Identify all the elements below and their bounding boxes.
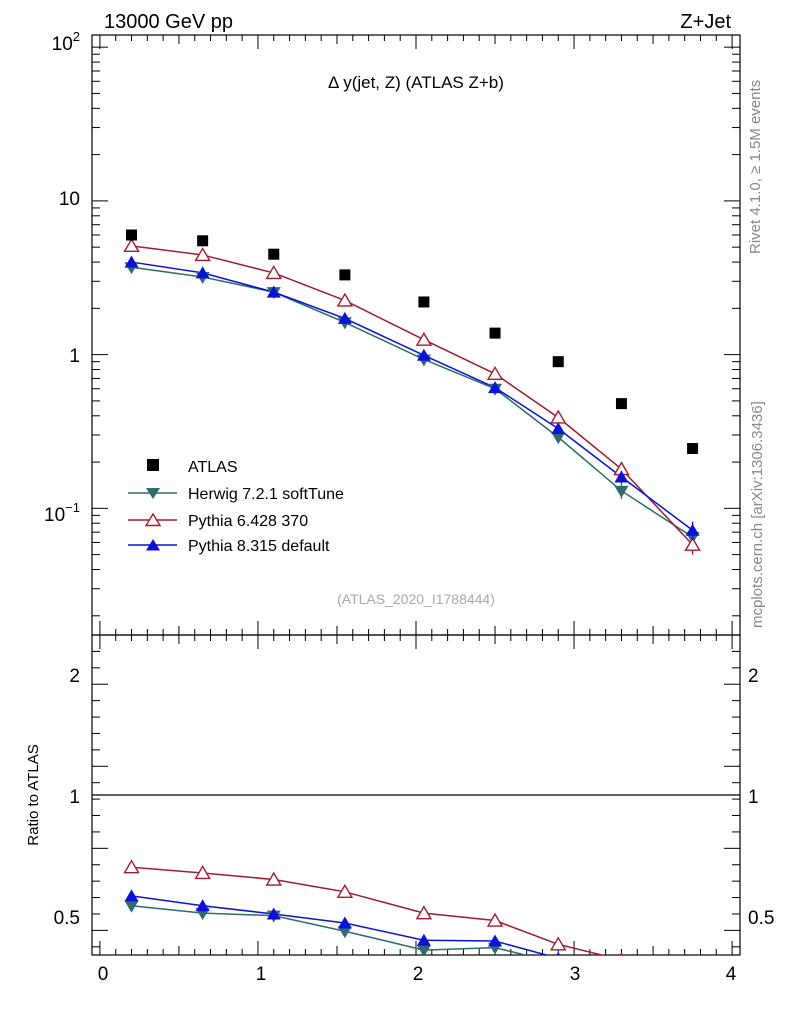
atlas-data-point bbox=[268, 248, 280, 260]
legend-marker-herwig bbox=[146, 488, 160, 499]
analysis-watermark: (ATLAS_2020_I1788444) bbox=[337, 591, 495, 607]
ratio-point-1 bbox=[486, 912, 504, 927]
ratio-point-0 bbox=[124, 900, 139, 913]
ratio-tick-label-1: 1 bbox=[69, 787, 80, 808]
ratio-point-1 bbox=[686, 967, 700, 979]
ratio-point-0 bbox=[551, 958, 565, 970]
ratio-point-2 bbox=[614, 957, 628, 969]
process-label: Z+Jet bbox=[680, 11, 731, 33]
ratio-point-2 bbox=[195, 899, 210, 912]
rivet-version-label: Rivet 4.1.0, ≥ 1.5M events bbox=[747, 80, 764, 254]
ratio-line-2 bbox=[131, 895, 550, 955]
ratio-data-layer bbox=[123, 859, 700, 987]
legend-label-pythia8: Pythia 8.315 default bbox=[188, 538, 330, 555]
ratio-point-0 bbox=[614, 966, 628, 978]
series-point-2 bbox=[124, 255, 139, 268]
atlas-data-point bbox=[615, 398, 627, 410]
series-point-2 bbox=[614, 470, 629, 483]
ratio-point-2 bbox=[124, 889, 139, 902]
series-point-1 bbox=[550, 409, 567, 424]
atlas-data-point bbox=[687, 443, 699, 455]
ratio-point-0 bbox=[337, 926, 352, 939]
legend-label-herwig: Herwig 7.2.1 softTune bbox=[188, 486, 344, 503]
series-point-1 bbox=[265, 265, 282, 280]
series-point-1 bbox=[194, 247, 211, 262]
main-data-layer bbox=[123, 229, 701, 555]
ratio-point-1 bbox=[415, 905, 433, 920]
atlas-data-point bbox=[552, 356, 564, 368]
series-point-2 bbox=[685, 523, 700, 536]
x-tick-label-3: 3 bbox=[570, 964, 581, 985]
y-tick-label-0.1: 10−1 bbox=[44, 500, 80, 526]
ratio-axis-label: Ratio to ATLAS bbox=[25, 744, 42, 845]
series-point-0 bbox=[551, 432, 566, 445]
legend-marker-pythia6 bbox=[144, 512, 162, 527]
ratio-tick-label-0.5: 0.5 bbox=[54, 908, 80, 929]
series-point-2 bbox=[488, 381, 503, 394]
atlas-data-point bbox=[197, 235, 209, 247]
series-point-1 bbox=[123, 237, 140, 253]
plot-title: Δ y(jet, Z) (ATLAS Z+b) bbox=[328, 73, 504, 92]
ratio-point-2 bbox=[416, 933, 431, 946]
ratio-point-2 bbox=[337, 916, 352, 929]
ratio-point-0 bbox=[686, 975, 700, 987]
ratio-point-1 bbox=[194, 865, 211, 880]
legend-marker-atlas bbox=[147, 459, 159, 471]
series-point-0 bbox=[614, 485, 629, 498]
series-point-2 bbox=[551, 422, 566, 435]
atlas-data-point bbox=[489, 327, 501, 339]
series-point-2 bbox=[266, 285, 281, 298]
ratio-tick-label-2: 2 bbox=[69, 666, 80, 687]
collision-energy-label: 13000 GeV pp bbox=[104, 11, 233, 33]
atlas-data-point bbox=[418, 296, 430, 308]
legend-label-atlas: ATLAS bbox=[188, 459, 238, 476]
ratio-tick-label-right-2: 2 bbox=[748, 666, 759, 687]
ratio-point-1 bbox=[265, 871, 282, 886]
x-tick-label-1: 1 bbox=[256, 964, 267, 985]
legend: ATLAS Herwig 7.2.1 softTune Pythia 6.428… bbox=[128, 459, 344, 555]
y-tick-label-100: 102 bbox=[52, 29, 80, 55]
y-tick-label-1: 1 bbox=[69, 346, 80, 367]
series-point-2 bbox=[337, 311, 352, 324]
x-tick-label-4: 4 bbox=[726, 964, 737, 985]
ratio-tick-label-right-0.5: 0.5 bbox=[748, 908, 774, 929]
ratio-point-0 bbox=[416, 945, 431, 955]
series-point-1 bbox=[336, 292, 354, 307]
series-point-2 bbox=[195, 266, 210, 279]
series-point-1 bbox=[684, 536, 701, 551]
series-point-1 bbox=[486, 365, 504, 381]
atlas-data-point bbox=[339, 269, 351, 281]
ratio-point-1 bbox=[123, 859, 140, 874]
ratio-line-1 bbox=[131, 866, 605, 955]
ratio-point-2 bbox=[556, 951, 561, 955]
x-tick-label-0: 0 bbox=[98, 964, 109, 985]
y-tick-label-10: 10 bbox=[59, 189, 80, 210]
legend-label-pythia6: Pythia 6.428 370 bbox=[188, 513, 308, 530]
x-tick-label-2: 2 bbox=[413, 964, 424, 985]
ratio-point-2 bbox=[686, 962, 700, 974]
atlas-data-point bbox=[126, 229, 138, 241]
ratio-point-1 bbox=[336, 883, 354, 899]
ratio-point-1 bbox=[550, 936, 567, 951]
ratio-tick-label-right-1: 1 bbox=[748, 787, 759, 808]
ratio-point-2 bbox=[488, 934, 503, 947]
legend-marker-pythia8 bbox=[146, 539, 160, 551]
series-point-1 bbox=[415, 331, 433, 346]
series-point-2 bbox=[416, 348, 431, 361]
mcplots-source-label: mcplots.cern.ch [arXiv:1306.3436] bbox=[749, 401, 766, 628]
ratio-point-1 bbox=[619, 952, 624, 955]
ratio-point-2 bbox=[266, 907, 281, 920]
